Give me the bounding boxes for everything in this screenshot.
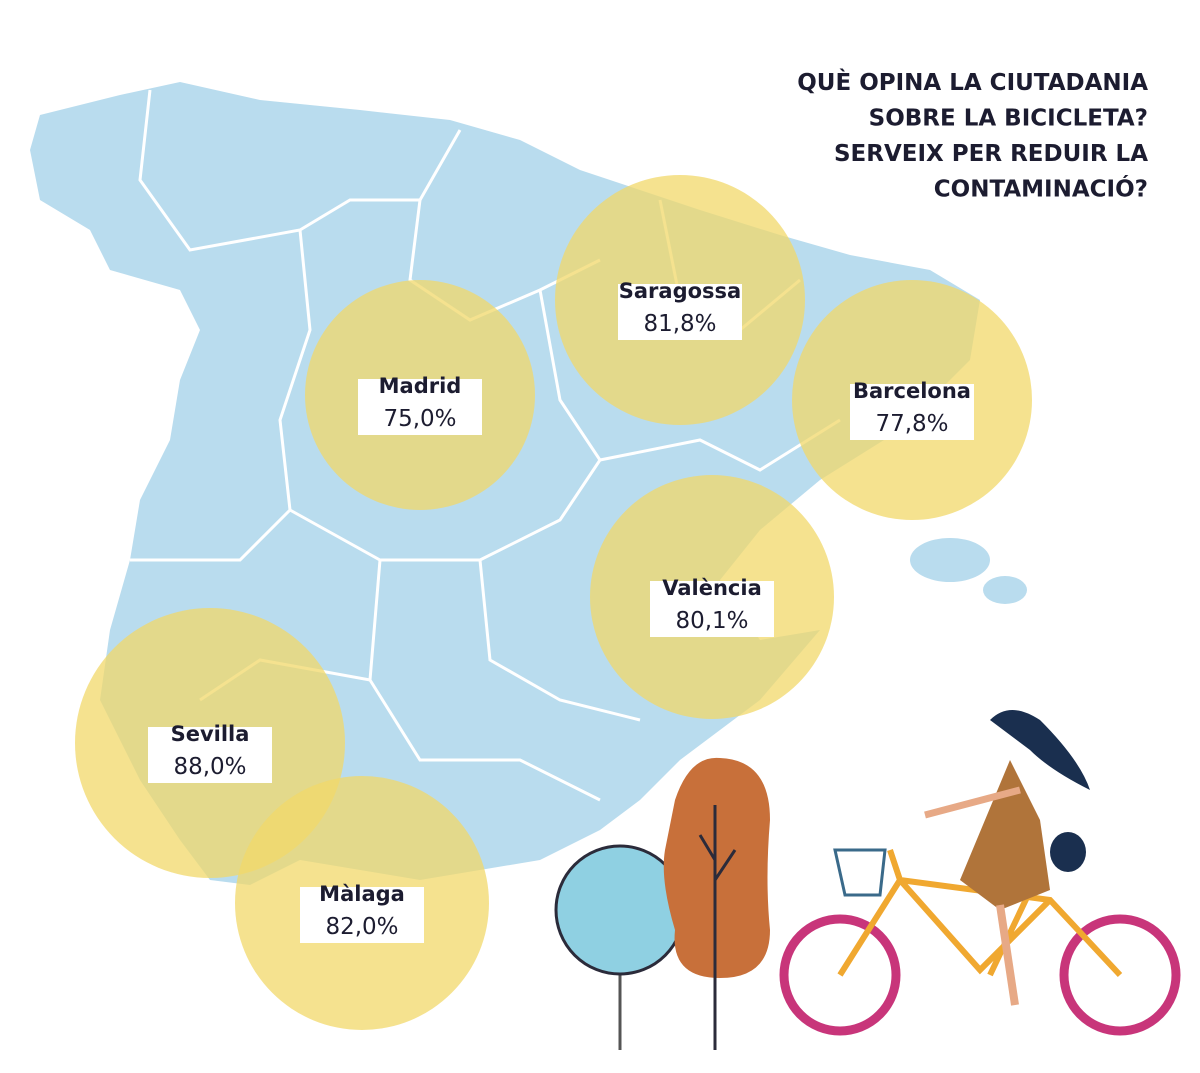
title-line: SOBRE LA BICICLETA?: [869, 106, 1148, 132]
title-line: CONTAMINACIÓ?: [934, 175, 1148, 203]
city-name: Madrid: [379, 374, 462, 398]
bike-wheel: [779, 914, 901, 1036]
tree-trunk: [698, 805, 737, 1050]
city-value: 80,1%: [675, 608, 748, 634]
label-box: [148, 727, 272, 783]
rider-dress: [960, 760, 1050, 910]
label-box: [850, 384, 974, 440]
label-box: [358, 379, 482, 435]
city-name: Saragossa: [619, 279, 741, 303]
title-block: QUÈ OPINA LA CIUTADANIA SOBRE LA BICICLET…: [797, 68, 1148, 203]
title-line: SERVEIX PER REDUIR LA: [834, 141, 1148, 167]
bike-wheel: [1059, 914, 1181, 1036]
tree-crown: [663, 757, 770, 978]
balearic-island: [983, 576, 1027, 604]
label-box: [300, 887, 424, 943]
rider-arm: [924, 786, 1021, 819]
city-name: Màlaga: [319, 882, 405, 906]
rider-hair: [990, 710, 1090, 790]
label-box: [618, 284, 742, 340]
city-name: Barcelona: [853, 379, 971, 403]
bike-basket: [833, 848, 887, 897]
city-value: 81,8%: [643, 311, 716, 337]
city-name: Sevilla: [171, 722, 250, 746]
illustration: [554, 710, 1181, 1050]
rider-leg: [996, 904, 1019, 1006]
title-line: QUÈ OPINA LA CIUTADANIA: [797, 68, 1148, 96]
city-value: 82,0%: [325, 914, 398, 940]
city-value: 88,0%: [173, 754, 246, 780]
city-name: València: [662, 576, 761, 600]
label-box: [650, 581, 774, 637]
city-labels: Saragossa 81,8% Madrid 75,0% Barcelona 77,8% V…: [148, 279, 974, 943]
city-value: 75,0%: [383, 406, 456, 432]
rider-bag: [1050, 832, 1086, 872]
balearic-island: [910, 538, 990, 582]
city-value: 77,8%: [875, 411, 948, 437]
